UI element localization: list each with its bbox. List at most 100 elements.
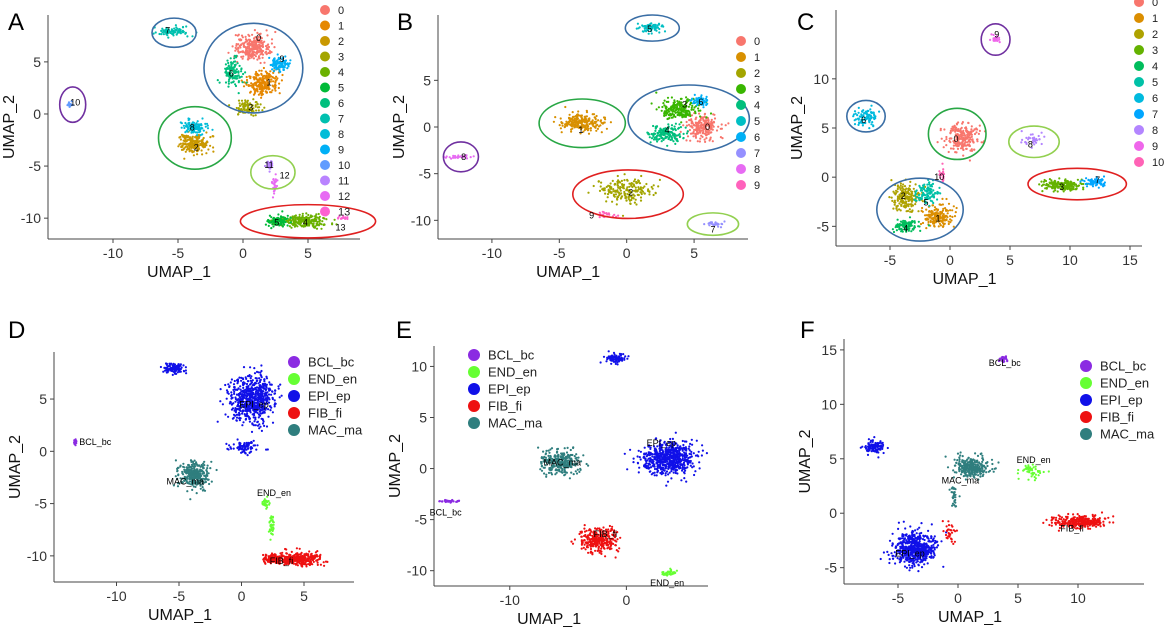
y-tick-label: 5 [33, 54, 41, 70]
data-point [690, 118, 693, 121]
data-point [179, 121, 182, 124]
data-point [244, 71, 247, 74]
data-point [248, 40, 252, 43]
data-point [963, 139, 967, 142]
cluster-label: 11 [264, 160, 273, 170]
data-point [691, 132, 694, 135]
data-point [899, 184, 902, 187]
data-point [204, 125, 207, 128]
data-point [658, 130, 661, 134]
data-point [1083, 180, 1086, 183]
data-point [254, 36, 257, 39]
data-point [269, 519, 272, 522]
data-point [678, 111, 681, 114]
data-point [1085, 177, 1088, 180]
data-point [704, 140, 707, 143]
legend-marker [1134, 157, 1144, 167]
data-point [239, 385, 242, 388]
data-point [293, 220, 296, 223]
data-point [951, 125, 954, 128]
data-point [902, 183, 905, 186]
data-point [234, 396, 237, 399]
data-point [231, 45, 234, 48]
data-point [948, 139, 951, 143]
data-point [209, 144, 212, 147]
data-point [235, 44, 238, 47]
data-point [651, 187, 654, 190]
data-point [243, 81, 246, 84]
y-tick-label: -10 [27, 548, 47, 564]
data-point [268, 170, 271, 173]
data-point [322, 223, 325, 227]
data-point [271, 421, 275, 424]
data-point [624, 197, 627, 200]
data-point [260, 417, 263, 420]
x-tick-label: -5 [173, 588, 186, 604]
legend-label: 6 [1152, 93, 1158, 105]
data-point [187, 119, 190, 122]
data-point [899, 187, 902, 190]
data-point [926, 183, 929, 186]
data-point [715, 223, 719, 226]
data-point [668, 136, 671, 139]
data-point [1081, 179, 1084, 182]
data-point [252, 107, 255, 110]
data-point [258, 427, 261, 430]
data-point [928, 210, 931, 213]
data-point [619, 185, 622, 189]
data-point [705, 95, 708, 98]
data-point [185, 148, 188, 151]
data-point [249, 102, 252, 105]
data-point [273, 405, 276, 408]
data-point [907, 192, 911, 195]
data-point [968, 144, 972, 148]
data-point [276, 53, 279, 56]
data-point [657, 106, 661, 109]
cluster-label: 7 [165, 26, 170, 36]
data-point [1063, 188, 1067, 191]
data-point [892, 190, 895, 193]
y-tick-label: 0 [821, 169, 829, 185]
data-point [272, 219, 275, 222]
data-point [227, 61, 230, 65]
data-point [255, 52, 258, 55]
x-tick-label: -5 [884, 252, 897, 268]
data-point [238, 64, 241, 67]
data-point [183, 140, 186, 143]
data-point [942, 216, 946, 219]
data-point [268, 76, 271, 79]
data-point [268, 503, 271, 506]
data-point [639, 196, 643, 199]
data-point [656, 140, 659, 143]
data-point [899, 182, 903, 185]
data-point [650, 132, 653, 136]
data-point [274, 180, 278, 183]
data-point [692, 108, 695, 111]
data-point [899, 220, 903, 223]
data-point [673, 132, 676, 135]
data-point [940, 212, 943, 215]
data-point [227, 85, 230, 88]
data-point [921, 221, 925, 225]
data-point [949, 218, 952, 221]
data-point [265, 90, 268, 93]
cluster-label: 3 [682, 100, 687, 110]
data-point [1090, 181, 1093, 184]
data-point [200, 124, 203, 127]
data-point [868, 127, 871, 130]
data-point [280, 394, 283, 397]
data-point [621, 186, 625, 189]
data-point [270, 227, 273, 230]
data-point [946, 209, 950, 212]
y-axis-title: UMAP_2 [391, 95, 408, 159]
data-point [180, 126, 183, 129]
data-point [645, 182, 648, 186]
series-9 [268, 53, 292, 73]
data-point [961, 141, 964, 144]
data-point [675, 134, 678, 137]
data-point [583, 118, 586, 122]
data-point [318, 220, 321, 223]
data-point [647, 188, 650, 191]
data-point [281, 73, 284, 77]
data-point [465, 157, 469, 160]
